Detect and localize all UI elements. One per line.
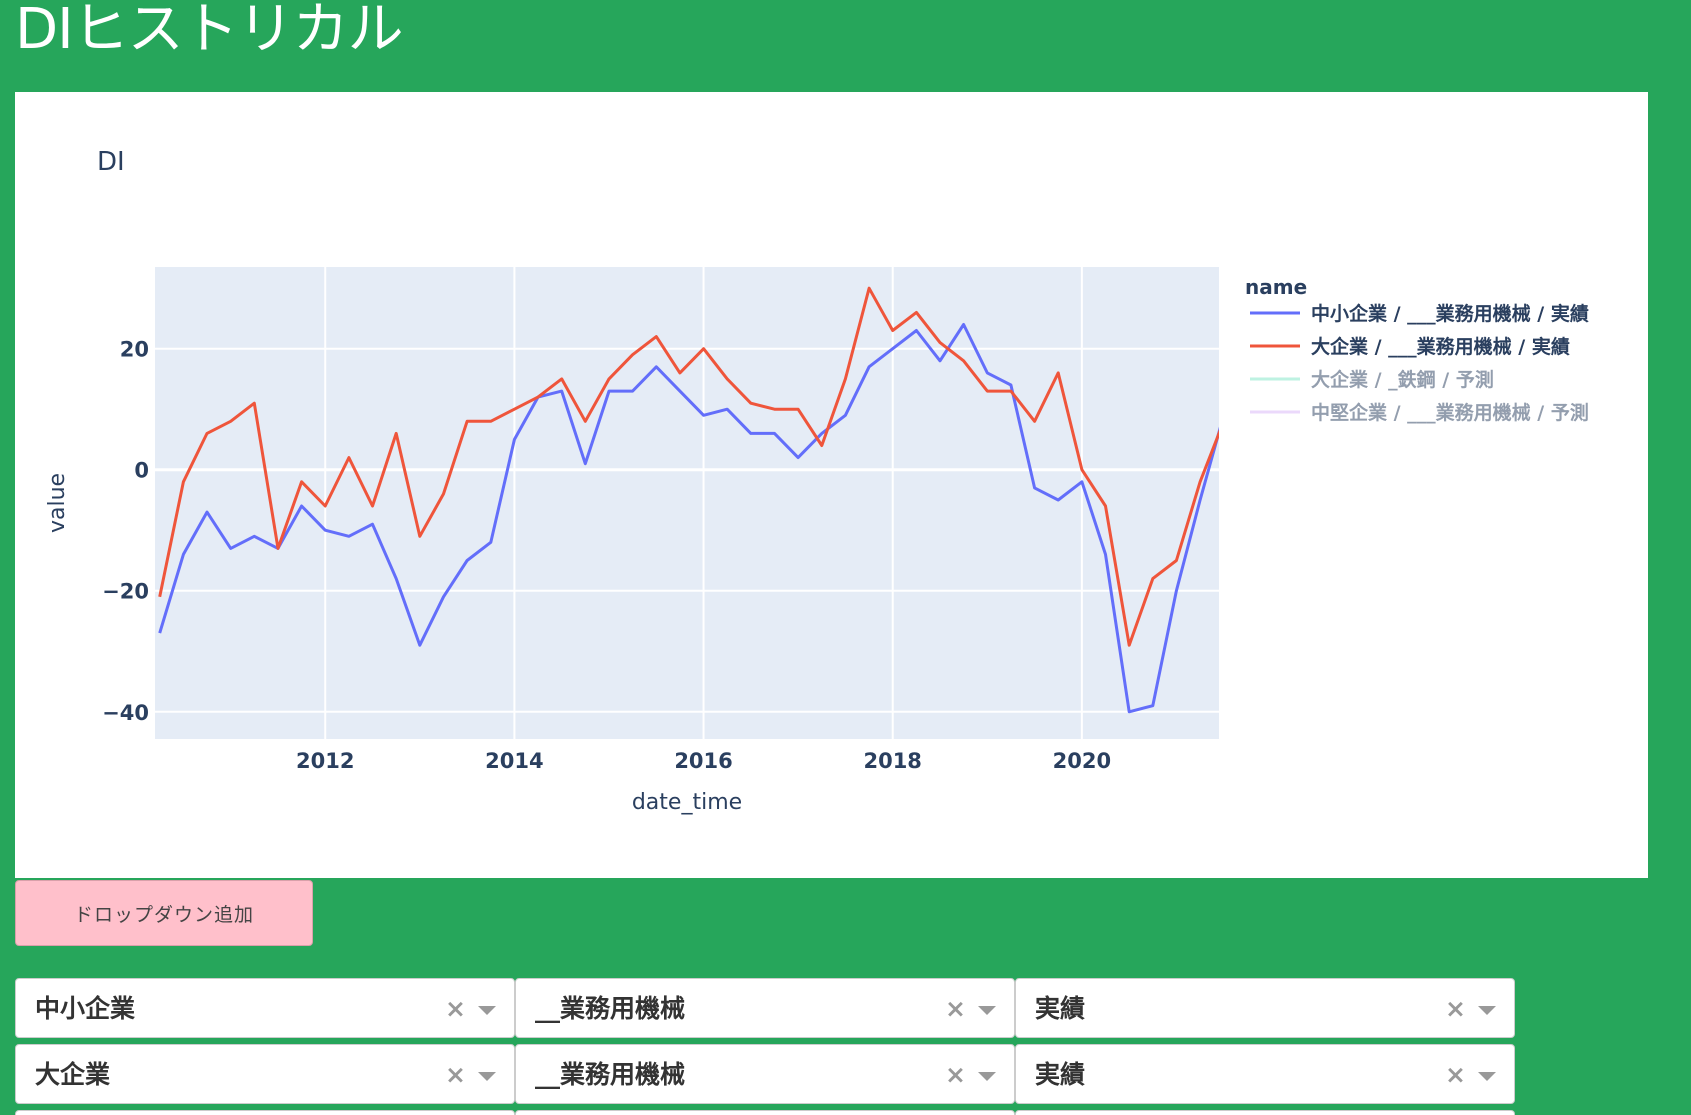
chevron-down-icon[interactable] — [478, 1072, 496, 1081]
legend-item[interactable]: 中堅企業 / ___業務用機械 / 予測 — [1250, 401, 1589, 424]
clear-icon[interactable]: × — [445, 1060, 466, 1089]
chevron-down-icon[interactable] — [1478, 1006, 1496, 1015]
dropdown-size[interactable]: 中小企業 × — [15, 978, 515, 1038]
y-tick-label: −40 — [102, 701, 149, 725]
legend-item[interactable]: 大企業 / ___業務用機械 / 実績 — [1250, 335, 1570, 358]
x-tick-label: 2020 — [1053, 749, 1111, 773]
clear-icon[interactable]: × — [1445, 1060, 1466, 1089]
x-tick-label: 2016 — [674, 749, 732, 773]
chart-title: DI — [97, 147, 125, 177]
clear-icon[interactable]: × — [445, 994, 466, 1023]
series-line-0 — [158, 323, 1219, 714]
legend-label: 大企業 / _鉄鋼 / 予測 — [1311, 368, 1494, 391]
dropdown-partial[interactable] — [1015, 1110, 1515, 1115]
series-lines — [158, 286, 1219, 714]
clear-icon[interactable]: × — [945, 994, 966, 1023]
chevron-down-icon[interactable] — [1478, 1072, 1496, 1081]
y-tick-label: −20 — [102, 580, 149, 604]
chevron-down-icon[interactable] — [978, 1072, 996, 1081]
dropdown-selected-value: 実績 — [1035, 1060, 1086, 1089]
dropdown-kind[interactable]: 実績 × — [1015, 1044, 1515, 1104]
legend-label: 大企業 / ___業務用機械 / 実績 — [1311, 335, 1570, 358]
dropdown-kind[interactable]: 実績 × — [1015, 978, 1515, 1038]
add-dropdown-button[interactable]: ドロップダウン追加 — [15, 880, 313, 946]
chevron-down-icon[interactable] — [978, 1006, 996, 1015]
y-tick-label: 0 — [134, 459, 149, 483]
clear-icon[interactable]: × — [945, 1060, 966, 1089]
x-tick-label: 2018 — [863, 749, 921, 773]
legend-title: name — [1245, 275, 1307, 299]
dropdown-industry[interactable]: __業務用機械 × — [515, 978, 1015, 1038]
line-chart: DI −40 −20 0 20 2012 2014 2016 2018 2020 date_t… — [45, 147, 1589, 815]
x-tick-label: 2012 — [296, 749, 354, 773]
dropdown-selected-value: 中小企業 — [35, 994, 136, 1023]
dropdown-partial[interactable] — [15, 1110, 515, 1115]
y-axis-title: value — [45, 473, 70, 533]
legend-label: 中堅企業 / ___業務用機械 / 予測 — [1311, 401, 1589, 424]
x-tick-labels: 2012 2014 2016 2018 2020 — [296, 749, 1111, 773]
legend-label: 中小企業 / ___業務用機械 / 実績 — [1311, 302, 1589, 325]
x-axis-title: date_time — [632, 790, 742, 815]
dropdown-partial[interactable] — [515, 1110, 1015, 1115]
y-tick-label: 20 — [120, 338, 149, 362]
page-title: DIヒストリカル — [15, 0, 404, 62]
dropdown-selected-value: __業務用機械 — [535, 1060, 686, 1089]
x-tick-label: 2014 — [485, 749, 543, 773]
dropdown-industry[interactable]: __業務用機械 × — [515, 1044, 1015, 1104]
y-tick-labels: −40 −20 0 20 — [102, 338, 149, 725]
clear-icon[interactable]: × — [1445, 994, 1466, 1023]
legend-item[interactable]: 大企業 / _鉄鋼 / 予測 — [1250, 368, 1494, 391]
dropdown-selected-value: 実績 — [1035, 994, 1086, 1023]
chart-card: DI −40 −20 0 20 2012 2014 2016 2018 2020 date_t… — [15, 92, 1648, 878]
dropdown-selected-value: 大企業 — [35, 1060, 111, 1089]
legend-item[interactable]: 中小企業 / ___業務用機械 / 実績 — [1250, 302, 1589, 325]
dropdown-selected-value: __業務用機械 — [535, 994, 686, 1023]
plot-area — [155, 267, 1219, 739]
dropdown-size[interactable]: 大企業 × — [15, 1044, 515, 1104]
series-line-1 — [158, 286, 1219, 647]
chevron-down-icon[interactable] — [478, 1006, 496, 1015]
